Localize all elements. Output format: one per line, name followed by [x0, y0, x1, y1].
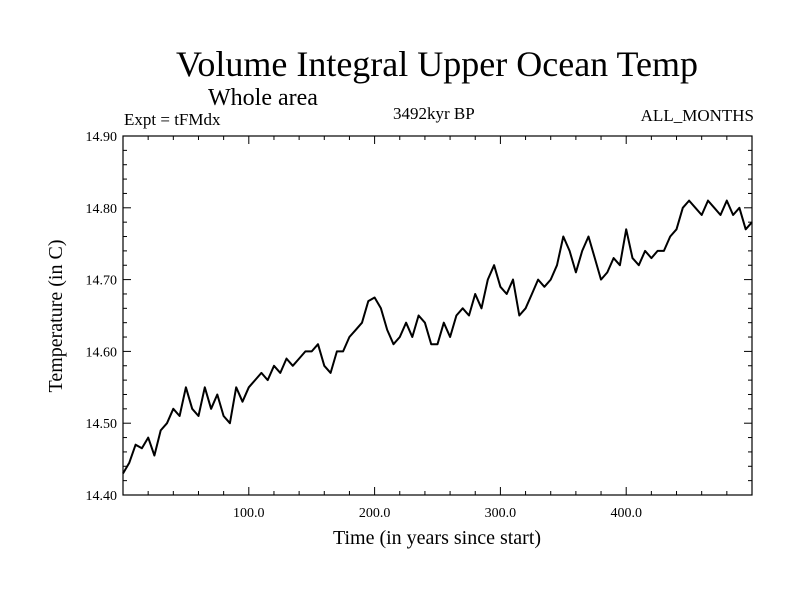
y-tick-label: 14.80 — [86, 202, 118, 217]
axes: 100.0 200.0 300.0 400.0 14.40 14.50 14.60 14.70… — [86, 130, 753, 521]
chart-title: Volume Integral Upper Ocean Temp — [176, 44, 698, 84]
series-line-temperature — [122, 199, 753, 475]
experiment-label: Expt = tFMdx — [124, 110, 221, 129]
y-tick-label: 14.90 — [86, 130, 118, 145]
months-label: ALL_MONTHS — [640, 106, 754, 125]
x-axis-label: Time (in years since start) — [333, 527, 541, 549]
y-tick-label: 14.70 — [86, 274, 118, 289]
y-tick-label: 14.40 — [86, 489, 118, 504]
x-tick-label: 100.0 — [233, 506, 265, 521]
period-label: 3492kyr BP — [393, 104, 475, 123]
x-tick-label: 200.0 — [359, 506, 391, 521]
chart-subtitle: Whole area — [208, 85, 318, 111]
plot-frame — [122, 135, 753, 496]
x-tick-label: 400.0 — [610, 506, 642, 521]
x-tick-label: 300.0 — [485, 506, 517, 521]
y-tick-label: 14.50 — [86, 417, 118, 432]
y-tick-label: 14.60 — [86, 345, 118, 360]
y-axis-label: Temperature (in C) — [45, 240, 67, 393]
